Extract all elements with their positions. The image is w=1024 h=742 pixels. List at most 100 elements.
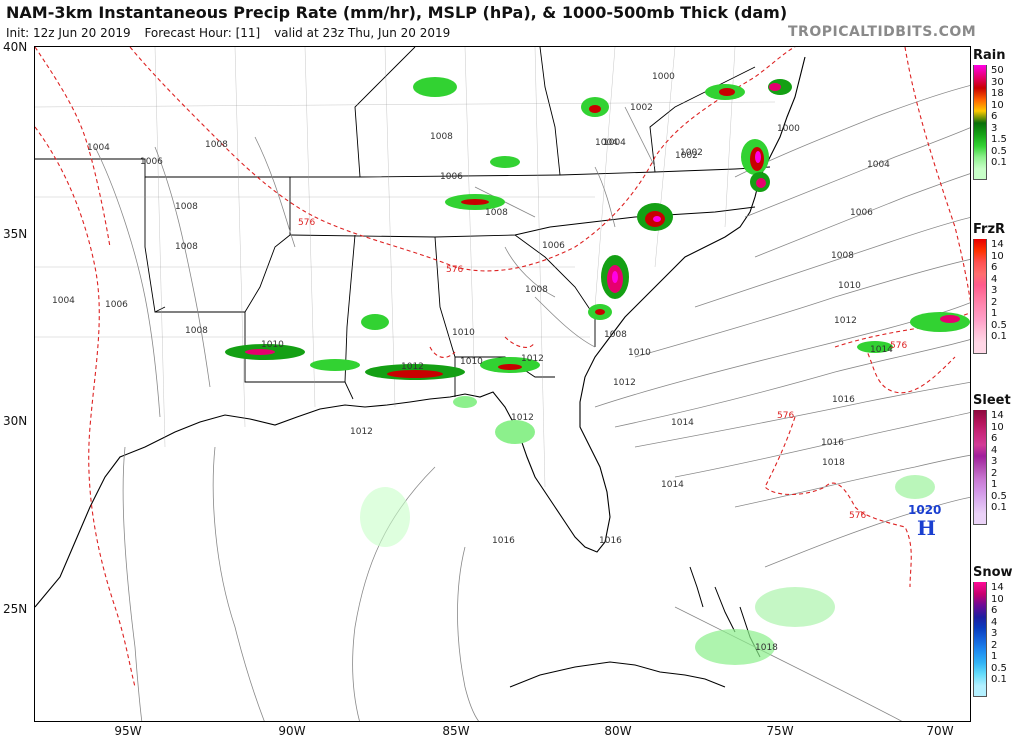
legend-row: 3 — [973, 628, 1023, 640]
precip-cells — [225, 77, 970, 665]
legend-value: 3 — [991, 122, 998, 134]
legend-swatch — [973, 456, 987, 468]
legend-swatch — [973, 674, 987, 686]
valid-time: valid at 23z Thu, Jun 20 2019 — [274, 26, 451, 40]
legend-row: 14 — [973, 582, 1023, 594]
legend-row: 10 — [973, 250, 1023, 262]
legend-swatch — [973, 157, 987, 169]
legend-value: 1 — [991, 651, 998, 663]
legend-row: 3 — [973, 285, 1023, 297]
lon-label-80w: 80W — [604, 724, 632, 738]
thickness-label: 576 — [298, 218, 315, 228]
isobar-label: 1006 — [850, 208, 873, 218]
legend-swatch — [973, 616, 987, 628]
legend-value: 4 — [991, 616, 998, 628]
isobar-label: 1006 — [105, 300, 128, 310]
legend-swatch — [973, 319, 987, 331]
legend-value: 14 — [991, 582, 1004, 594]
legend-swatch — [973, 593, 987, 605]
isobar-label: 1014 — [661, 480, 684, 490]
legend-title: Snow — [973, 565, 1013, 580]
high-pressure-letter: H — [917, 516, 936, 540]
legend-title: Sleet — [973, 393, 1011, 408]
thickness-label: 576 — [890, 341, 907, 351]
isobar-label: 1006 — [542, 241, 565, 251]
legend-row: 0.1 — [973, 502, 1023, 514]
legend-row: 10 — [973, 593, 1023, 605]
legend-swatch — [973, 308, 987, 320]
legend-value: 10 — [991, 593, 1004, 605]
legend-value: 4 — [991, 444, 998, 456]
legend-row: 50 — [973, 65, 1023, 77]
legend-swatch — [973, 296, 987, 308]
coastline — [35, 56, 806, 608]
isobar-label: 1008 — [831, 251, 854, 261]
isobar-label: 1004 — [52, 296, 75, 306]
lat-label-35n: 35N — [3, 227, 28, 241]
legend-value: 0.1 — [991, 674, 1007, 686]
legend-swatch — [973, 685, 987, 697]
legend-row: 3 — [973, 456, 1023, 468]
legend-row: 6 — [973, 605, 1023, 617]
lon-label-90w: 90W — [278, 724, 306, 738]
legend-value: 0.5 — [991, 319, 1007, 331]
legend-row: 4 — [973, 273, 1023, 285]
legend-row: 14 — [973, 410, 1023, 422]
isobar-label: 1008 — [430, 132, 453, 142]
isobar-label: 1014 — [870, 345, 893, 355]
isobar-label: 1006 — [140, 157, 163, 167]
legend-swatch — [973, 262, 987, 274]
legend-swatch — [973, 239, 987, 251]
thickness-label: 576 — [777, 411, 794, 421]
legend-swatch — [973, 76, 987, 88]
isobars — [94, 85, 970, 721]
legend-row: 0.1 — [973, 157, 1023, 169]
legend-value: 0.1 — [991, 157, 1007, 169]
lat-label-25n: 25N — [3, 602, 28, 616]
legend-swatch — [973, 628, 987, 640]
legend-row: 3 — [973, 122, 1023, 134]
run-info: Init: 12z Jun 20 2019 Forecast Hour: [11… — [6, 26, 460, 40]
legend-swatch — [973, 331, 987, 343]
init-time: Init: 12z Jun 20 2019 — [6, 26, 131, 40]
legend-value: 10 — [991, 99, 1004, 111]
legend-swatch — [973, 444, 987, 456]
legend-swatch — [973, 582, 987, 594]
legend-value: 2 — [991, 296, 998, 308]
legend-value: 6 — [991, 111, 998, 123]
isobar-label: 1012 — [350, 427, 373, 437]
legend-value: 6 — [991, 433, 998, 445]
legend-row: 0.5 — [973, 662, 1023, 674]
map-title: NAM-3km Instantaneous Precip Rate (mm/hr… — [6, 3, 788, 22]
legend-value: 1 — [991, 479, 998, 491]
legend-row: 2 — [973, 296, 1023, 308]
legend-swatch — [973, 250, 987, 262]
legend-swatch — [973, 662, 987, 674]
legend-swatch — [973, 651, 987, 663]
legend-value: 2 — [991, 639, 998, 651]
legend-title: Rain — [973, 48, 1006, 63]
isobar-label: 1004 — [867, 160, 890, 170]
brand-watermark[interactable]: TROPICALTIDBITS.COM — [788, 24, 977, 40]
forecast-hour: Forecast Hour: [11] — [144, 26, 261, 40]
thickness-label: 576 — [849, 511, 866, 521]
legend-value: 0.5 — [991, 145, 1007, 157]
legend-value: 1.5 — [991, 134, 1007, 146]
legend-row: 1 — [973, 479, 1023, 491]
isobar-label: 1002 — [680, 148, 703, 158]
thickness-labels: 576 576 576 576 576 — [298, 218, 907, 521]
legend-row: 30 — [973, 76, 1023, 88]
legend-row: 6 — [973, 433, 1023, 445]
isobar-label: 1004 — [595, 138, 618, 148]
isobar-label: 1016 — [492, 536, 515, 546]
legend-value: 4 — [991, 273, 998, 285]
legend-swatch — [973, 111, 987, 123]
legend-value: 14 — [991, 410, 1004, 422]
isobar-label: 1008 — [205, 140, 228, 150]
legend-value: 1 — [991, 308, 998, 320]
legend-value: 3 — [991, 285, 998, 297]
legend-row: 1.5 — [973, 134, 1023, 146]
isobar-label: 1002 — [630, 103, 653, 113]
isobar-label: 1008 — [175, 242, 198, 252]
isobar-label: 1018 — [755, 643, 778, 653]
